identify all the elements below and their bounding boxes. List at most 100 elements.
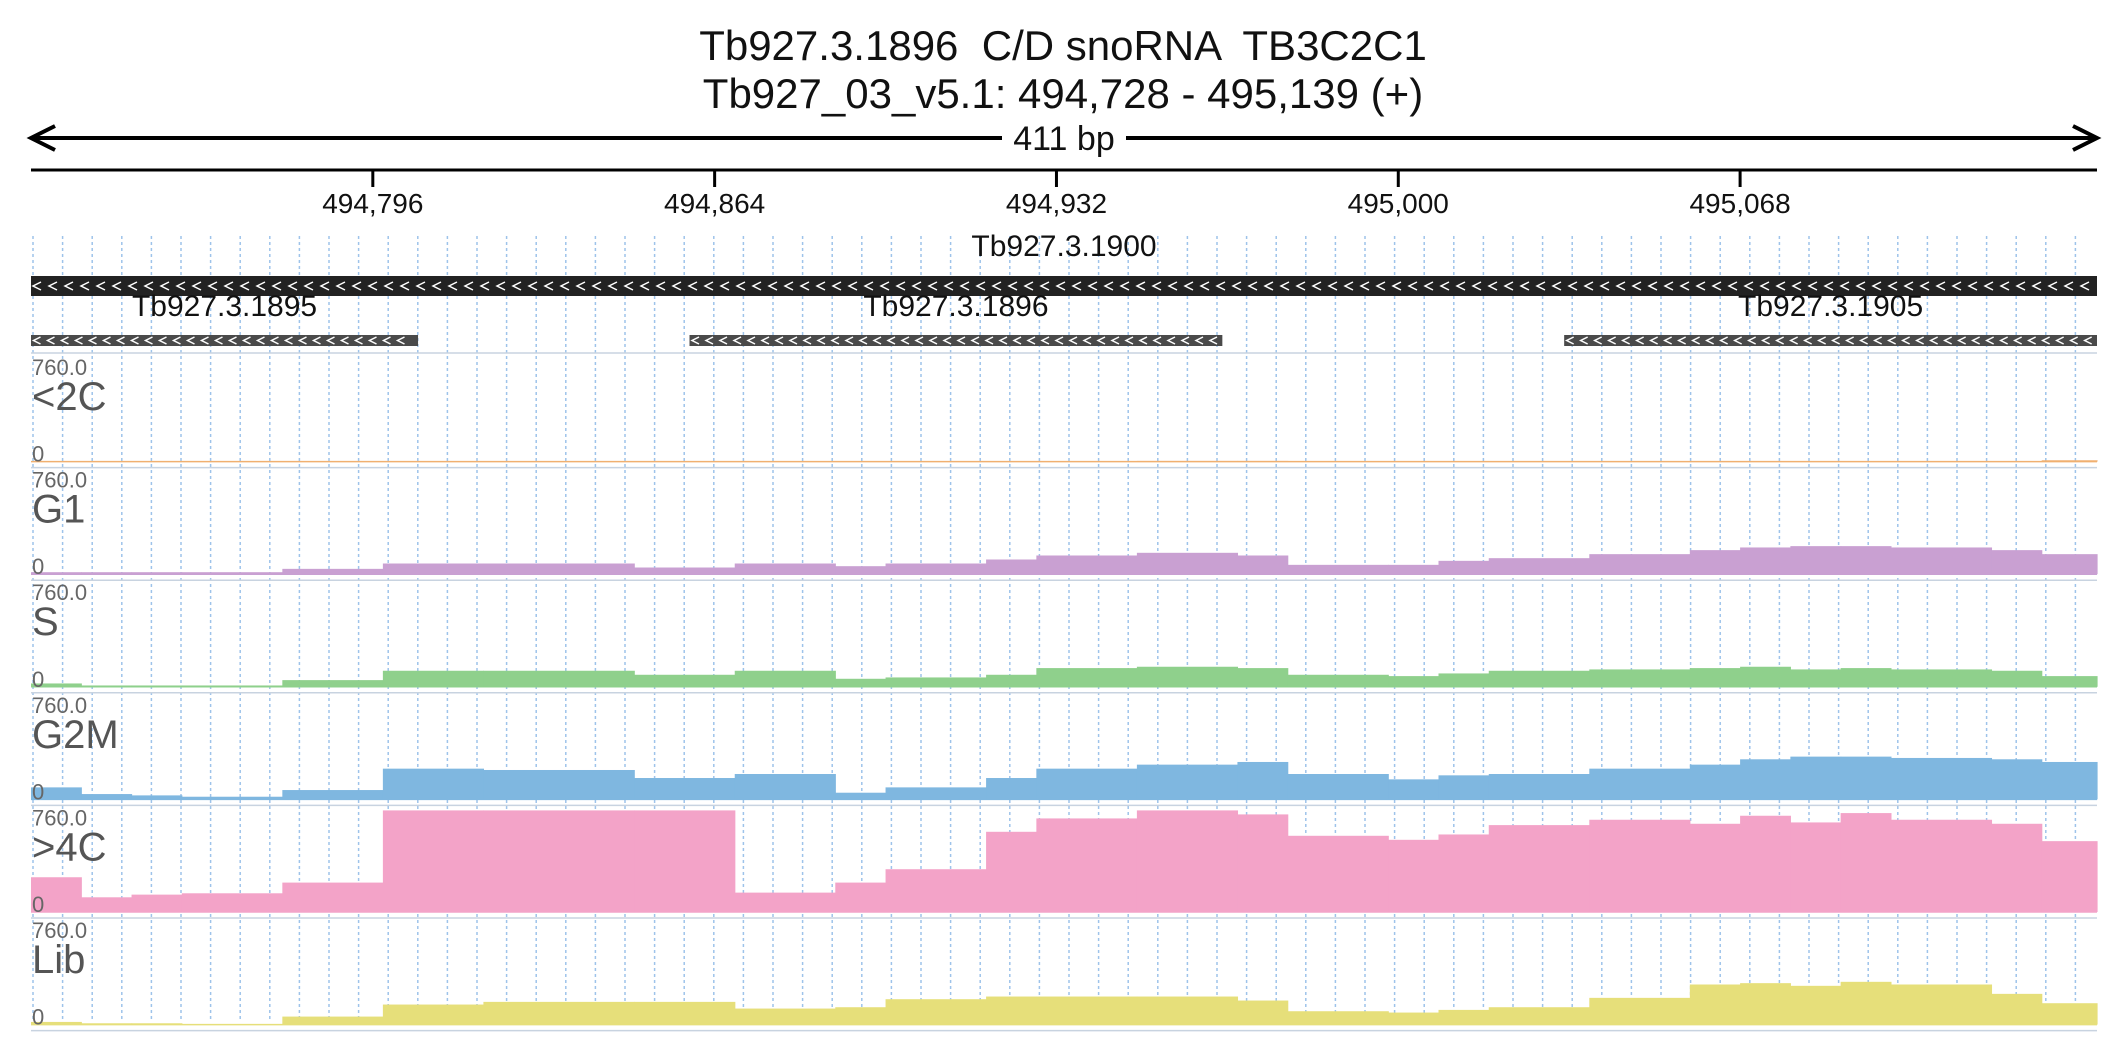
- strand-arrow-icon: [447, 281, 458, 291]
- strand-arrow-icon: [1263, 281, 1274, 291]
- strand-arrow-icon: [1807, 281, 1818, 291]
- coverage-bar: [1388, 839, 1440, 912]
- coverage-bar: [1237, 668, 1289, 687]
- coverage-bar: [181, 893, 283, 912]
- strand-arrow-icon: [159, 281, 170, 291]
- strand-arrow-icon: [415, 281, 426, 291]
- coverage-bar: [1438, 673, 1490, 687]
- track-name: G2M: [32, 713, 119, 757]
- strand-arrow-icon: [1887, 281, 1898, 291]
- strand-arrow-icon: [63, 281, 74, 291]
- coverage-bar: [1890, 547, 1993, 575]
- coverage-bar: [1488, 558, 1590, 575]
- coverage-bar: [1136, 764, 1239, 800]
- coverage-bar: [1589, 669, 1691, 687]
- strand-arrow-icon: [399, 281, 410, 291]
- strand-arrow-icon: [687, 281, 698, 291]
- strand-arrow-icon: [1455, 281, 1466, 291]
- strand-arrow-icon: [1983, 281, 1994, 291]
- strand-arrow-icon: [335, 281, 346, 291]
- strand-arrow-icon: [914, 336, 924, 345]
- strand-arrow-icon: [2026, 336, 2036, 345]
- coverage-bar: [81, 572, 133, 575]
- strand-arrow-icon: [95, 281, 106, 291]
- coverage-bar: [885, 999, 987, 1025]
- strand-arrow-icon: [1830, 336, 1840, 345]
- strand-arrow-icon: [799, 281, 810, 291]
- coverage-bar: [1488, 670, 1590, 687]
- strand-arrow-icon: [942, 336, 952, 345]
- strand-arrow-icon: [1040, 336, 1050, 345]
- strand-arrow-icon: [1663, 281, 1674, 291]
- strand-arrow-icon: [847, 281, 858, 291]
- coverage-bar: [1991, 550, 2043, 575]
- strand-arrow-icon: [1167, 281, 1178, 291]
- coverage-bar: [1136, 996, 1239, 1025]
- strand-arrow-icon: [479, 281, 490, 291]
- strand-arrow-icon: [1599, 281, 1610, 291]
- coverage-bar: [1991, 670, 2043, 687]
- strand-arrow-icon: [199, 336, 209, 345]
- coverage-bar: [382, 670, 485, 687]
- coverage-bar: [282, 882, 384, 912]
- strand-arrow-icon: [1279, 281, 1290, 291]
- strand-arrow-icon: [1855, 281, 1866, 291]
- coverage-bar: [31, 877, 82, 912]
- strand-arrow-icon: [283, 336, 293, 345]
- strand-arrow-icon: [1567, 281, 1578, 291]
- coverage-bar: [2041, 554, 2098, 575]
- coverage-bar: [734, 563, 836, 575]
- coverage-bar: [1740, 666, 1791, 687]
- coverage-bar: [483, 769, 635, 800]
- track-name: Lib: [32, 938, 85, 982]
- track-min-label: 0: [32, 779, 44, 804]
- axis-tick-label: 494,932: [1006, 188, 1107, 219]
- coverage-bar: [1840, 813, 1892, 912]
- coverage-bar: [1388, 564, 1440, 575]
- coverage-bar: [1740, 983, 1791, 1025]
- strand-arrow-icon: [381, 336, 391, 345]
- strand-arrow-icon: [1631, 281, 1642, 291]
- strand-arrow-icon: [984, 336, 994, 345]
- coverage-bar: [1438, 775, 1490, 800]
- strand-arrow-icon: [1231, 281, 1242, 291]
- strand-arrow-icon: [2063, 281, 2074, 291]
- strand-arrow-icon: [575, 281, 586, 291]
- strand-arrow-icon: [831, 281, 842, 291]
- strand-arrow-icon: [816, 336, 826, 345]
- coverage-bar: [1890, 819, 1993, 912]
- coverage-bar: [1036, 768, 1138, 800]
- strand-arrow-icon: [1648, 336, 1658, 345]
- strand-arrow-icon: [1055, 281, 1066, 291]
- coverage-bar: [483, 1001, 635, 1025]
- coverage-bar: [483, 670, 635, 687]
- coverage-bar: [81, 897, 133, 912]
- strand-arrow-icon: [255, 281, 266, 291]
- strand-arrow-icon: [858, 336, 868, 345]
- strand-arrow-icon: [751, 281, 762, 291]
- coverage-bar: [181, 685, 283, 687]
- strand-arrow-icon: [1096, 336, 1106, 345]
- strand-arrow-icon: [191, 281, 202, 291]
- coverage-bar: [2041, 841, 2098, 912]
- strand-arrow-icon: [704, 336, 714, 345]
- strand-arrow-icon: [1935, 281, 1946, 291]
- title-block: Tb927.3.1896 C/D snoRNA TB3C2C1 Tb927_03…: [0, 22, 2126, 118]
- coverage-bar: [986, 996, 1037, 1025]
- coverage-bar: [1237, 814, 1289, 912]
- coverage-bar: [1991, 759, 2043, 800]
- gene-bar: [31, 335, 419, 346]
- coverage-bar: [1689, 550, 1741, 575]
- strand-arrow-icon: [1087, 281, 1098, 291]
- coverage-bar: [835, 1007, 887, 1025]
- strand-arrow-icon: [1718, 336, 1728, 345]
- strand-arrow-icon: [1535, 281, 1546, 291]
- coverage-bar: [1237, 460, 1289, 462]
- strand-arrow-icon: [1215, 281, 1226, 291]
- strand-arrow-icon: [774, 336, 784, 345]
- coverage-bar: [382, 1004, 485, 1025]
- strand-arrow-icon: [1110, 336, 1120, 345]
- strand-arrow-icon: [303, 281, 314, 291]
- coverage-bar: [734, 1008, 836, 1025]
- strand-arrow-icon: [911, 281, 922, 291]
